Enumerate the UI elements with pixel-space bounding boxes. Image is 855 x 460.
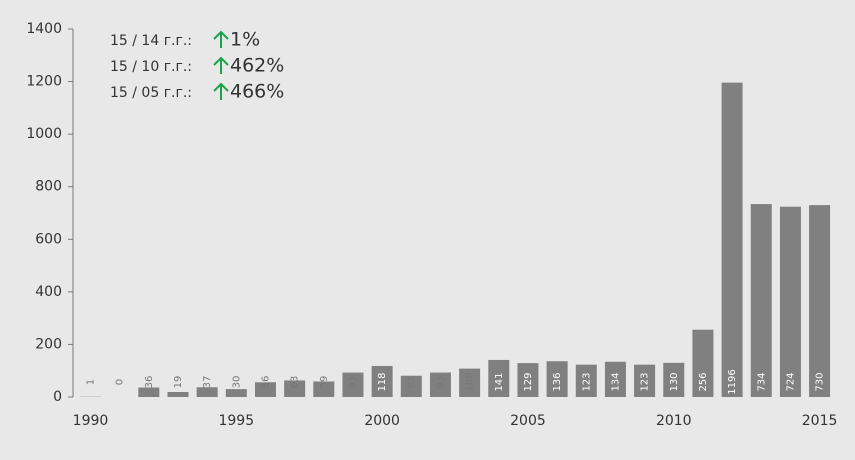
bar <box>750 204 772 397</box>
y-tick-label: 1400 <box>26 21 62 37</box>
value-label: 19 <box>173 376 184 389</box>
bar <box>692 329 714 397</box>
value-label: 59 <box>319 376 330 389</box>
annotation-label: 15 / 05 г.г.: <box>110 85 192 101</box>
bar <box>313 381 335 397</box>
value-label: 30 <box>231 376 242 389</box>
bar <box>779 206 801 397</box>
bar <box>225 389 247 397</box>
bar <box>546 361 568 397</box>
up-arrow <box>213 82 229 100</box>
bar <box>488 359 510 397</box>
value-label: 141 <box>494 372 505 391</box>
up-arrow <box>213 30 229 48</box>
value-label: 0 <box>115 379 126 385</box>
y-tick-label: 400 <box>35 284 62 300</box>
bar <box>429 372 451 397</box>
bar <box>721 82 743 397</box>
value-label: 108 <box>465 372 476 391</box>
x-tick-label: 2000 <box>364 413 400 429</box>
bar <box>517 363 539 397</box>
bar <box>342 372 364 397</box>
value-label: 129 <box>523 372 534 391</box>
y-tick-label: 800 <box>35 179 62 195</box>
value-label: 724 <box>785 372 796 391</box>
value-label: 256 <box>698 372 709 391</box>
y-tick-label: 200 <box>35 336 62 352</box>
x-tick-label: 2005 <box>510 413 546 429</box>
value-label: 56 <box>260 376 271 389</box>
value-label: 81 <box>406 376 417 389</box>
bar <box>663 362 685 397</box>
annotation-change: 462% <box>230 55 284 77</box>
y-tick-label: 1200 <box>26 74 62 90</box>
annotation-label: 15 / 14 г.г.: <box>110 33 192 49</box>
value-label: 730 <box>815 372 826 391</box>
value-label: 93 <box>435 376 446 389</box>
y-tick-label: 0 <box>53 389 62 405</box>
value-label: 130 <box>669 372 680 391</box>
bar <box>167 392 189 397</box>
bar <box>138 387 160 397</box>
x-tick-label: 1995 <box>218 413 254 429</box>
bar <box>604 361 626 397</box>
up-arrow <box>213 56 229 74</box>
value-label: 63 <box>290 376 301 389</box>
x-tick-label: 1990 <box>73 413 109 429</box>
bar <box>254 382 276 397</box>
bar <box>634 364 656 397</box>
value-label: 734 <box>756 372 767 391</box>
bar <box>371 365 393 397</box>
x-tick-label: 2010 <box>656 413 692 429</box>
bar <box>400 375 422 397</box>
bar <box>809 205 831 397</box>
bar <box>284 380 306 397</box>
annotations: 15 / 14 г.г.: 1% 15 / 10 г.г.: 462% 15 /… <box>110 29 284 103</box>
annotation-change: 1% <box>230 29 260 51</box>
bar <box>459 368 481 397</box>
bar <box>575 364 597 397</box>
bar <box>196 387 218 397</box>
value-label: 118 <box>377 372 388 391</box>
value-label: 93 <box>348 376 359 389</box>
value-label: 37 <box>202 376 213 389</box>
value-label: 123 <box>581 372 592 391</box>
value-label: 36 <box>144 376 155 389</box>
y-tick-label: 1000 <box>26 126 62 142</box>
value-label: 1 <box>85 379 96 385</box>
x-tick-label: 2015 <box>802 413 838 429</box>
annotation-label: 15 / 10 г.г.: <box>110 59 192 75</box>
value-label: 1196 <box>727 369 738 394</box>
annotation-change: 466% <box>230 81 284 103</box>
y-tick-label: 600 <box>35 231 62 247</box>
value-label: 134 <box>610 372 621 391</box>
value-label: 136 <box>552 372 563 391</box>
value-label: 123 <box>640 372 651 391</box>
